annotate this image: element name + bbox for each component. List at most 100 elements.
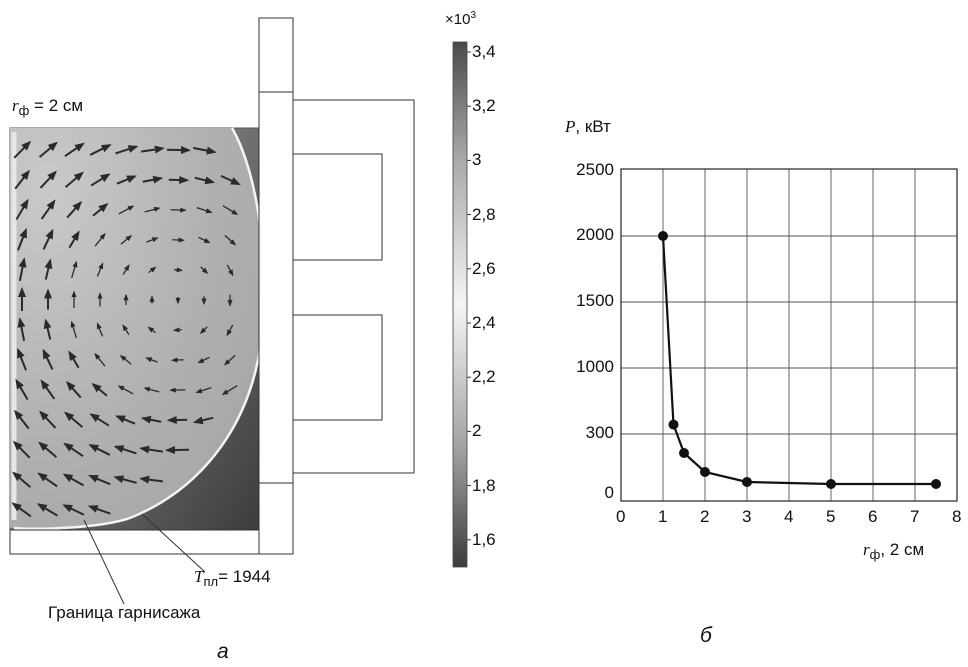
colorbar-multiplier: ×103 <box>445 10 476 28</box>
velocity-arrow <box>145 357 158 363</box>
velocity-arrow <box>42 348 54 370</box>
velocity-arrow <box>197 356 210 364</box>
velocity-arrow <box>115 415 136 425</box>
x-tick-label: 7 <box>910 507 920 526</box>
velocity-arrow <box>87 505 111 515</box>
velocity-arrow <box>117 385 134 395</box>
velocity-arrow <box>192 416 214 425</box>
velocity-arrow <box>118 205 135 215</box>
y-axis-symbol: P <box>565 117 576 136</box>
velocity-arrow <box>139 445 164 454</box>
velocity-arrow <box>13 409 30 430</box>
velocity-arrow <box>36 503 58 517</box>
velocity-arrow <box>43 318 52 340</box>
velocity-arrow <box>193 146 217 155</box>
velocity-arrow <box>44 258 53 280</box>
velocity-arrow <box>68 350 80 369</box>
velocity-arrow <box>40 379 56 400</box>
velocity-arrow <box>89 144 112 156</box>
velocity-arrow <box>226 324 234 337</box>
power-chart <box>620 168 958 502</box>
velocity-arrow <box>64 411 84 428</box>
velocity-arrow <box>39 170 57 189</box>
velocity-arrow <box>226 264 234 277</box>
velocity-arrow <box>94 232 106 247</box>
y-tick-label: 1000 <box>576 357 614 376</box>
velocity-arrow <box>140 415 162 424</box>
velocity-arrow <box>71 260 78 279</box>
velocity-arrow <box>122 264 130 275</box>
velocity-arrow <box>40 199 56 220</box>
data-point <box>668 419 679 430</box>
y-axis-unit: , кВт <box>575 117 611 136</box>
x-tick-label: 4 <box>784 507 794 526</box>
data-point <box>700 467 710 477</box>
velocity-arrow <box>12 440 31 459</box>
velocity-arrow <box>194 176 216 185</box>
colorbar <box>452 41 468 568</box>
data-point <box>658 231 668 241</box>
velocity-arrow <box>172 237 185 243</box>
x-tick-label: 2 <box>700 507 710 526</box>
velocity-arrow <box>14 169 31 190</box>
velocity-arrow <box>89 413 110 427</box>
panel-a-label: а <box>217 640 229 663</box>
series-points <box>658 231 941 489</box>
velocity-arrow <box>147 326 156 334</box>
velocity-arrow <box>64 142 85 157</box>
velocity-arrow <box>198 236 211 244</box>
temperature-value: = 1944 <box>218 567 271 586</box>
velocity-arrow <box>91 382 108 397</box>
colorbar-tick-label: 3 <box>472 150 482 170</box>
velocity-arrow <box>18 257 27 281</box>
velocity-arrow <box>17 317 26 341</box>
crust-label-leader <box>83 519 125 605</box>
velocity-arrow <box>119 354 132 365</box>
colorbar-multiplier-exponent: 3 <box>470 10 477 21</box>
x-tick-label: 1 <box>658 507 668 526</box>
bottom-plate <box>9 529 260 555</box>
velocity-arrow <box>139 475 164 484</box>
velocity-arrow <box>113 475 137 484</box>
crust-boundary-label: Граница гарнисажа <box>48 603 201 622</box>
chart-frame <box>620 168 958 502</box>
colorbar-tick-label: 2,2 <box>472 367 496 387</box>
y-tick-label: 2000 <box>576 225 614 244</box>
colorbar-tick-label: 3,4 <box>472 42 496 61</box>
velocity-arrow <box>144 206 161 213</box>
data-point <box>931 479 941 489</box>
velocity-arrow <box>70 320 77 339</box>
velocity-arrow <box>38 441 58 458</box>
velocity-arrow <box>113 445 137 455</box>
velocity-arrow <box>94 352 106 367</box>
velocity-arrow <box>63 442 84 457</box>
temperature-label-leader <box>141 513 206 573</box>
velocity-arrow <box>15 378 29 400</box>
colorbar-tick-label: 1,6 <box>472 529 496 549</box>
velocity-arrow <box>92 202 109 217</box>
velocity-arrow <box>195 387 212 394</box>
velocity-arrow <box>62 473 85 487</box>
velocity-arrow <box>96 262 104 277</box>
series-line <box>661 235 936 486</box>
data-point <box>679 448 689 458</box>
y-tick-label: 2500 <box>576 160 614 179</box>
x-tick-label: 0 <box>616 507 626 526</box>
x-axis-subscript: ф <box>869 547 881 562</box>
velocity-arrow <box>62 504 85 516</box>
x-axis-symbol: r <box>863 540 870 559</box>
velocity-arrow <box>17 347 27 371</box>
velocity-arrows <box>11 140 241 518</box>
melt-region <box>10 128 265 529</box>
velocity-arrow <box>115 145 139 155</box>
velocity-arrow <box>196 207 213 214</box>
velocity-arrow <box>11 502 32 518</box>
velocity-arrow <box>199 326 208 335</box>
velocity-arrow <box>222 205 239 216</box>
velocity-arrow <box>143 386 160 393</box>
colorbar-tick-label: 2 <box>472 421 482 441</box>
velocity-arrow <box>200 266 209 275</box>
y-tick-label: 300 <box>585 423 614 442</box>
panel-b-label: б <box>700 624 712 647</box>
